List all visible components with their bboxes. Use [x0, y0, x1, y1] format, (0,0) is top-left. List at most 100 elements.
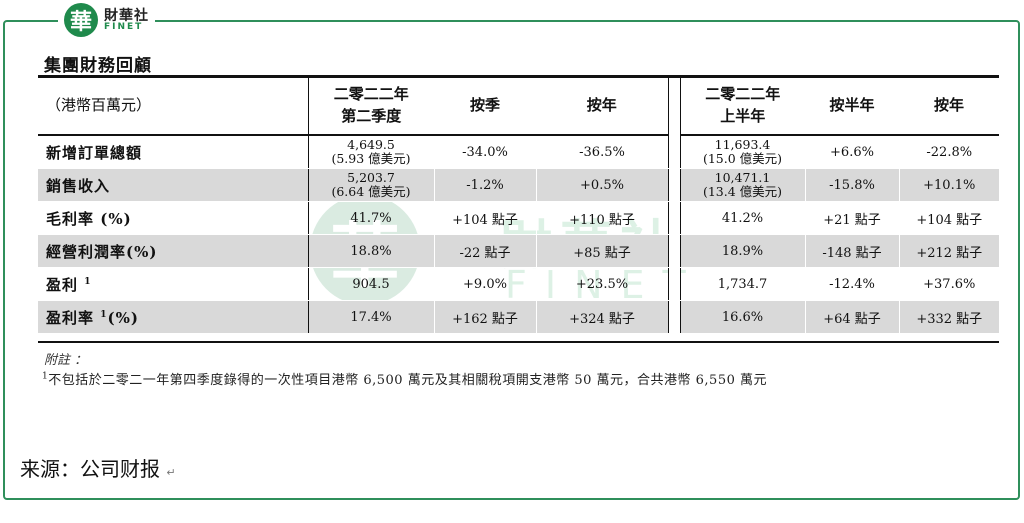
hoh-cell: +6.6%: [805, 135, 900, 169]
yoy-q-cell: +0.5%: [536, 168, 669, 202]
header-h1-line2: 上半年: [720, 107, 766, 125]
yoy-h-cell: +332 點子: [899, 300, 999, 334]
hoh-value: +6.6%: [830, 144, 874, 160]
q2-cell: 17.4%: [308, 300, 435, 334]
yoy-h-value: +212 點子: [916, 245, 983, 261]
yoy-q-cell: +23.5%: [536, 267, 669, 301]
hoh-cell: +64 點子: [805, 300, 900, 334]
row-label: 新增訂單總額: [46, 143, 143, 162]
yoy-h-value: +10.1%: [923, 177, 976, 193]
gap-cell: [668, 267, 680, 301]
yoy-h-value: +332 點子: [916, 311, 983, 327]
yoy-h-cell: -22.8%: [899, 135, 999, 169]
header-q2-line2: 第二季度: [341, 107, 402, 125]
qoq-cell: -1.2%: [434, 168, 537, 202]
gap-cell: [668, 135, 680, 169]
h1-value: 1,734.7: [717, 276, 768, 292]
qoq-value: -22 點子: [459, 245, 511, 261]
row-label: 毛利率 (%): [46, 209, 132, 228]
logo-name-cn: 財華社: [104, 7, 149, 24]
yoy-h-cell: +104 點子: [899, 201, 999, 235]
yoy-q-value: +110 點子: [569, 212, 635, 228]
source-text: 来源：公司财报: [20, 457, 160, 481]
header-hoh: 按半年: [805, 76, 899, 136]
h1-value: 16.6%: [721, 309, 764, 325]
gap-cell: [668, 201, 680, 235]
hoh-value: +21 點子: [823, 212, 881, 228]
yoy-h-value: -22.8%: [926, 144, 973, 160]
qoq-cell: +104 點子: [434, 201, 537, 235]
table-row: 銷售收入 5,203.7 (6.64 億美元) -1.2% +0.5% 10,471.1(…: [38, 168, 999, 202]
qoq-value: +104 點子: [452, 212, 518, 228]
q2-value: 904.5: [352, 276, 390, 292]
footnote-mark: 1: [42, 371, 49, 382]
h1-cell: 10,471.1 (13.4 億美元): [679, 168, 806, 202]
row-label-sup: 1: [84, 276, 92, 287]
yoy-q-value: +324 點子: [569, 311, 635, 327]
hoh-cell: -148 點子: [805, 234, 900, 268]
header-yoy-q: 按年: [536, 76, 669, 136]
qoq-cell: +9.0%: [434, 267, 537, 301]
section-title: 集團財務回顧: [44, 56, 152, 76]
hoh-cell: -15.8%: [805, 168, 900, 202]
q2-cell: 904.5: [308, 267, 435, 301]
qoq-value: -1.2%: [466, 177, 504, 193]
yoy-q-cell: +324 點子: [536, 300, 669, 334]
notes-title: 附註 ：: [44, 353, 88, 368]
qoq-value: -34.0%: [462, 144, 508, 160]
hoh-value: +64 點子: [823, 311, 881, 327]
row-label: 經營利潤率(%): [46, 242, 158, 261]
yoy-q-cell: +110 點子: [536, 201, 669, 235]
qoq-value: +162 點子: [452, 311, 518, 327]
q2-cell: 41.7%: [308, 201, 435, 235]
row-label: 盈利: [46, 275, 79, 294]
yoy-q-cell: -36.5%: [536, 135, 669, 169]
row-label-suffix: (%): [107, 308, 139, 327]
source-line: 来源：公司财报 ↵: [20, 453, 176, 482]
q2-value: 18.8%: [350, 243, 392, 259]
yoy-h-value: +37.6%: [923, 276, 976, 292]
h1-cell: 11,693.4 (15.0 億美元): [679, 135, 806, 169]
yoy-h-cell: +212 點子: [899, 234, 999, 268]
row-label-cell: 毛利率 (%): [38, 201, 309, 235]
q2-value: 41.7%: [350, 210, 392, 226]
row-label-sup: 1: [100, 309, 108, 320]
table-bottom-rule: [38, 341, 999, 343]
table-row: 經營利潤率(%) 18.8% -22 點子 +85 點子 18.9% -148 點子 +21…: [38, 234, 999, 268]
footnote: 1不包括於二零二一年第四季度錄得的一次性項目港幣 6,500 萬元及其相關稅項開…: [42, 369, 767, 388]
hoh-value: -148 點子: [822, 245, 882, 261]
yoy-q-cell: +85 點子: [536, 234, 669, 268]
logo-name-en: FINET: [104, 21, 144, 32]
yoy-q-value: -36.5%: [579, 144, 625, 160]
table-row: 盈利 1 904.5 +9.0% +23.5% 1,734.7 -12.4% +37.6%: [38, 267, 999, 301]
hoh-value: -12.4%: [829, 276, 875, 292]
header-h1: 二零二二年 上半年: [679, 76, 805, 136]
h1-cell: 16.6%: [679, 300, 806, 334]
q2-value-usd: (5.93 億美元): [331, 151, 411, 166]
header-gap: [668, 76, 680, 135]
row-label: 盈利率: [46, 308, 95, 327]
hoh-cell: -12.4%: [805, 267, 900, 301]
yoy-h-cell: +10.1%: [899, 168, 999, 202]
h1-cell: 18.9%: [679, 234, 806, 268]
header-q2-line1: 二零二二年: [333, 85, 409, 104]
yoy-h-cell: +37.6%: [899, 267, 999, 301]
qoq-value: +9.0%: [463, 276, 507, 292]
row-label-cell: 盈利 1: [38, 267, 309, 301]
row-label: 銷售收入: [46, 176, 111, 195]
yoy-q-value: +0.5%: [580, 177, 624, 193]
hoh-value: -15.8%: [829, 177, 875, 193]
gap-cell: [668, 300, 680, 334]
gap-cell: [668, 168, 680, 202]
header-qoq: 按季: [434, 76, 536, 136]
h1-value: 11,693.4: [714, 136, 771, 152]
unit-label: （港幣百萬元）: [38, 76, 309, 136]
q2-cell: 4,649.5 (5.93 億美元): [308, 135, 435, 169]
return-mark-icon: ↵: [166, 466, 176, 479]
hoh-cell: +21 點子: [805, 201, 900, 235]
q2-value: 5,203.7: [347, 169, 395, 185]
content-frame: [3, 20, 1020, 500]
row-label-cell: 銷售收入: [38, 168, 309, 202]
table-row: 毛利率 (%) 41.7% +104 點子 +110 點子 41.2% +21 點子 +10…: [38, 201, 999, 235]
qoq-cell: -34.0%: [434, 135, 537, 169]
